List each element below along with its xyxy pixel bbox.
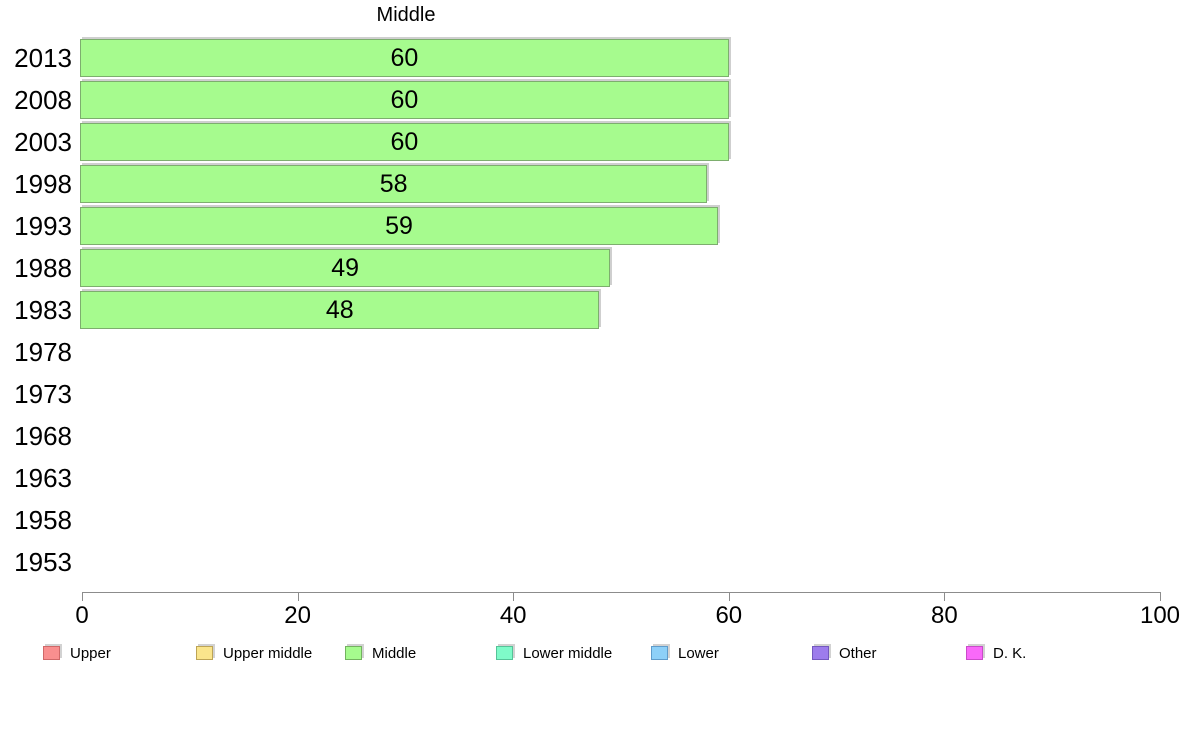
x-axis-tick — [82, 592, 83, 601]
legend: Upper Upper middle Middle Lower middle Lower… — [0, 640, 1188, 668]
bar-row: 2003 60 — [0, 121, 1162, 163]
bar-area — [80, 499, 1158, 541]
y-axis-label: 1973 — [14, 379, 72, 409]
bar-value-label: 49 — [331, 253, 360, 282]
bar-value-label: 48 — [325, 295, 354, 324]
y-axis-label: 1953 — [14, 547, 72, 577]
x-axis-tick-label: 0 — [75, 602, 89, 629]
y-axis-label: 1958 — [14, 505, 72, 535]
chart-title: Middle — [376, 4, 436, 26]
bar-rows: 2013 60 2008 60 2003 60 1998 58 1993 59 1988 49 1983… — [0, 37, 1162, 583]
y-axis-label: 1993 — [14, 211, 72, 241]
bar-row: 1963 — [0, 457, 1162, 499]
bar-row: 1998 58 — [0, 163, 1162, 205]
legend-label: D. K. — [993, 644, 1027, 662]
legend-label: Lower — [678, 644, 719, 662]
y-axis-label: 2003 — [14, 127, 72, 157]
bar-area: 60 — [80, 121, 1158, 163]
bar[interactable]: 58 — [80, 165, 708, 203]
x-axis-tick-label: 60 — [715, 602, 743, 629]
bar-area — [80, 415, 1158, 457]
x-axis-tick-label: 40 — [499, 602, 527, 629]
bar-row: 1983 48 — [0, 289, 1162, 331]
x-axis-tick — [297, 592, 299, 601]
legend-swatch — [196, 646, 213, 660]
legend-item-upper-middle[interactable]: Upper middle — [196, 640, 312, 666]
x-axis-tick — [1160, 592, 1161, 601]
x-axis-tick — [728, 592, 730, 601]
legend-swatch — [43, 646, 60, 660]
bar-area: 60 — [80, 79, 1158, 121]
x-axis-tick — [944, 592, 946, 601]
bar[interactable]: 49 — [80, 249, 611, 287]
y-axis-label: 2008 — [14, 85, 72, 115]
x-axis-tick-label: 80 — [931, 602, 958, 629]
x-axis-tick-label: 100 — [1139, 602, 1181, 629]
legend-item-lower-middle[interactable]: Lower middle — [496, 640, 612, 666]
legend-swatch — [651, 646, 668, 660]
legend-label: Middle — [372, 644, 417, 662]
bar-area: 60 — [80, 37, 1158, 79]
bar[interactable]: 59 — [80, 207, 719, 245]
legend-item-lower[interactable]: Lower — [651, 640, 719, 666]
bar-value-label: 59 — [385, 211, 413, 240]
legend-label: Other — [839, 644, 877, 662]
bar-area — [80, 331, 1158, 373]
bar-value-label: 58 — [379, 169, 408, 198]
bar-area — [80, 541, 1158, 583]
legend-swatch — [812, 646, 829, 660]
bar-row: 1993 59 — [0, 205, 1162, 247]
bar-area — [80, 457, 1158, 499]
legend-swatch — [496, 646, 513, 660]
legend-item-upper[interactable]: Upper — [43, 640, 111, 666]
y-axis-label: 1983 — [14, 295, 72, 325]
y-axis-label: 1998 — [14, 169, 72, 199]
y-axis-label: 1968 — [14, 421, 72, 451]
legend-label: Upper middle — [223, 644, 313, 662]
bar-value-label: 60 — [390, 85, 419, 114]
bar[interactable]: 60 — [80, 123, 729, 161]
legend-swatch — [345, 646, 362, 660]
bar-value-label: 60 — [390, 127, 419, 156]
x-axis-tick — [513, 592, 515, 601]
bar-row: 1968 — [0, 415, 1162, 457]
legend-label: Upper — [70, 644, 111, 662]
legend-swatch — [966, 646, 983, 660]
bar-area: 58 — [80, 163, 1158, 205]
legend-label: Lower middle — [523, 644, 613, 662]
y-axis-label: 1963 — [14, 463, 72, 493]
y-axis-label: 1978 — [14, 337, 72, 367]
x-axis-tick-label: 20 — [284, 602, 311, 629]
bar-value-label: 60 — [390, 43, 419, 72]
bar-row: 1953 — [0, 541, 1162, 583]
bar-area: 59 — [80, 205, 1158, 247]
y-axis-label: 2013 — [14, 43, 72, 73]
legend-item-middle[interactable]: Middle — [345, 640, 416, 666]
bar-area: 48 — [80, 289, 1158, 331]
x-axis-line — [82, 592, 1161, 593]
bar[interactable]: 60 — [80, 81, 729, 119]
bar-row: 2013 60 — [0, 37, 1162, 79]
legend-item-d-k[interactable]: D. K. — [966, 640, 1026, 666]
bar-row: 2008 60 — [0, 79, 1162, 121]
bar-row: 1988 49 — [0, 247, 1162, 289]
bar-row: 1973 — [0, 373, 1162, 415]
legend-item-other[interactable]: Other — [812, 640, 877, 666]
y-axis-label: 1988 — [14, 253, 72, 283]
bar-row: 1958 — [0, 499, 1162, 541]
bar[interactable]: 48 — [80, 291, 600, 329]
bar-area: 49 — [80, 247, 1158, 289]
bar-area — [80, 373, 1158, 415]
bar-row: 1978 — [0, 331, 1162, 373]
bar[interactable]: 60 — [80, 39, 729, 77]
